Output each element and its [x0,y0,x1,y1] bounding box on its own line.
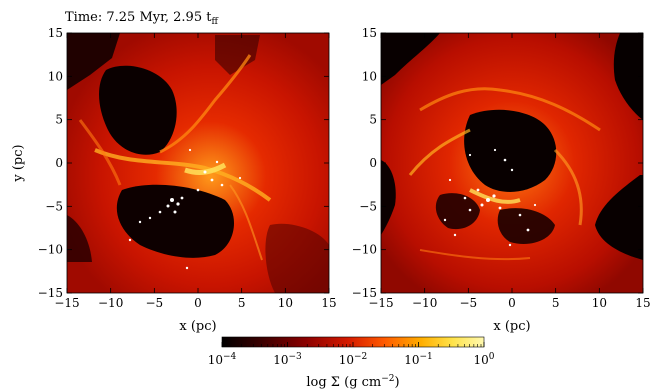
right-y-tick-label: −10 [352,243,377,257]
colorbar-tick-label: 100 [473,352,494,367]
right-x-tick-label: −15 [368,296,393,310]
colorbar-ticks: 10−4 10−3 10−2 10−1 100 [208,342,495,367]
right-x-axis-label: x (pc) [493,319,530,334]
left-x-tick-label: 10 [278,296,293,310]
left-y-axis-label: y (pc) [11,144,26,182]
right-x-tick-label: −5 [459,296,477,310]
left-y-tick-label: 5 [55,113,63,127]
colorbar-tick-label: 10−3 [273,352,302,367]
colorbar-label: log Σ (g cm−2) [306,374,399,390]
left-y-tick-label: 15 [48,26,63,40]
left-y-tick-label: 0 [55,156,63,170]
right-x-tick-label: 5 [552,296,560,310]
right-y-tick-label: −15 [352,286,377,300]
right-y-tick-label: −5 [359,199,377,213]
left-density-map [67,33,329,293]
left-y-tick-label: −10 [38,243,63,257]
right-x-tick-label: 15 [635,296,650,310]
left-y-tick-label: 10 [48,69,63,83]
left-axes: −15 −10 −5 0 5 10 15 15 10 5 0 −5 −10 −15 [38,26,337,310]
colorbar-tick-label: 10−4 [208,352,237,367]
left-y-tick-label: −15 [38,286,63,300]
right-y-tick-label: 5 [369,113,377,127]
left-y-tick-label: −5 [45,199,63,213]
left-x-tick-label: −15 [54,296,79,310]
right-y-tick-label: 0 [369,156,377,170]
left-x-tick-label: −10 [98,296,123,310]
left-star-particles [128,148,242,270]
colorbar-tick-label: 10−2 [339,352,368,367]
left-x-tick-label: −5 [145,296,163,310]
right-x-tick-label: −10 [412,296,437,310]
right-density-map [381,33,643,293]
colorbar-tick-label: 10−1 [404,352,433,367]
right-x-tick-label: 0 [508,296,516,310]
time-label: Time: 7.25 Myr, 2.95 tff [65,10,218,27]
left-x-tick-label: 0 [194,296,202,310]
right-y-tick-label: 10 [362,69,377,83]
left-x-tick-label: 15 [321,296,336,310]
right-y-tick-label: 15 [362,26,377,40]
left-x-tick-label: 5 [238,296,246,310]
right-star-particles [443,148,537,247]
right-x-tick-label: 10 [592,296,607,310]
left-x-axis-label: x (pc) [179,319,216,334]
right-axes: −15 −10 −5 0 5 10 15 15 10 5 0 −5 −10 −15 [352,26,650,310]
